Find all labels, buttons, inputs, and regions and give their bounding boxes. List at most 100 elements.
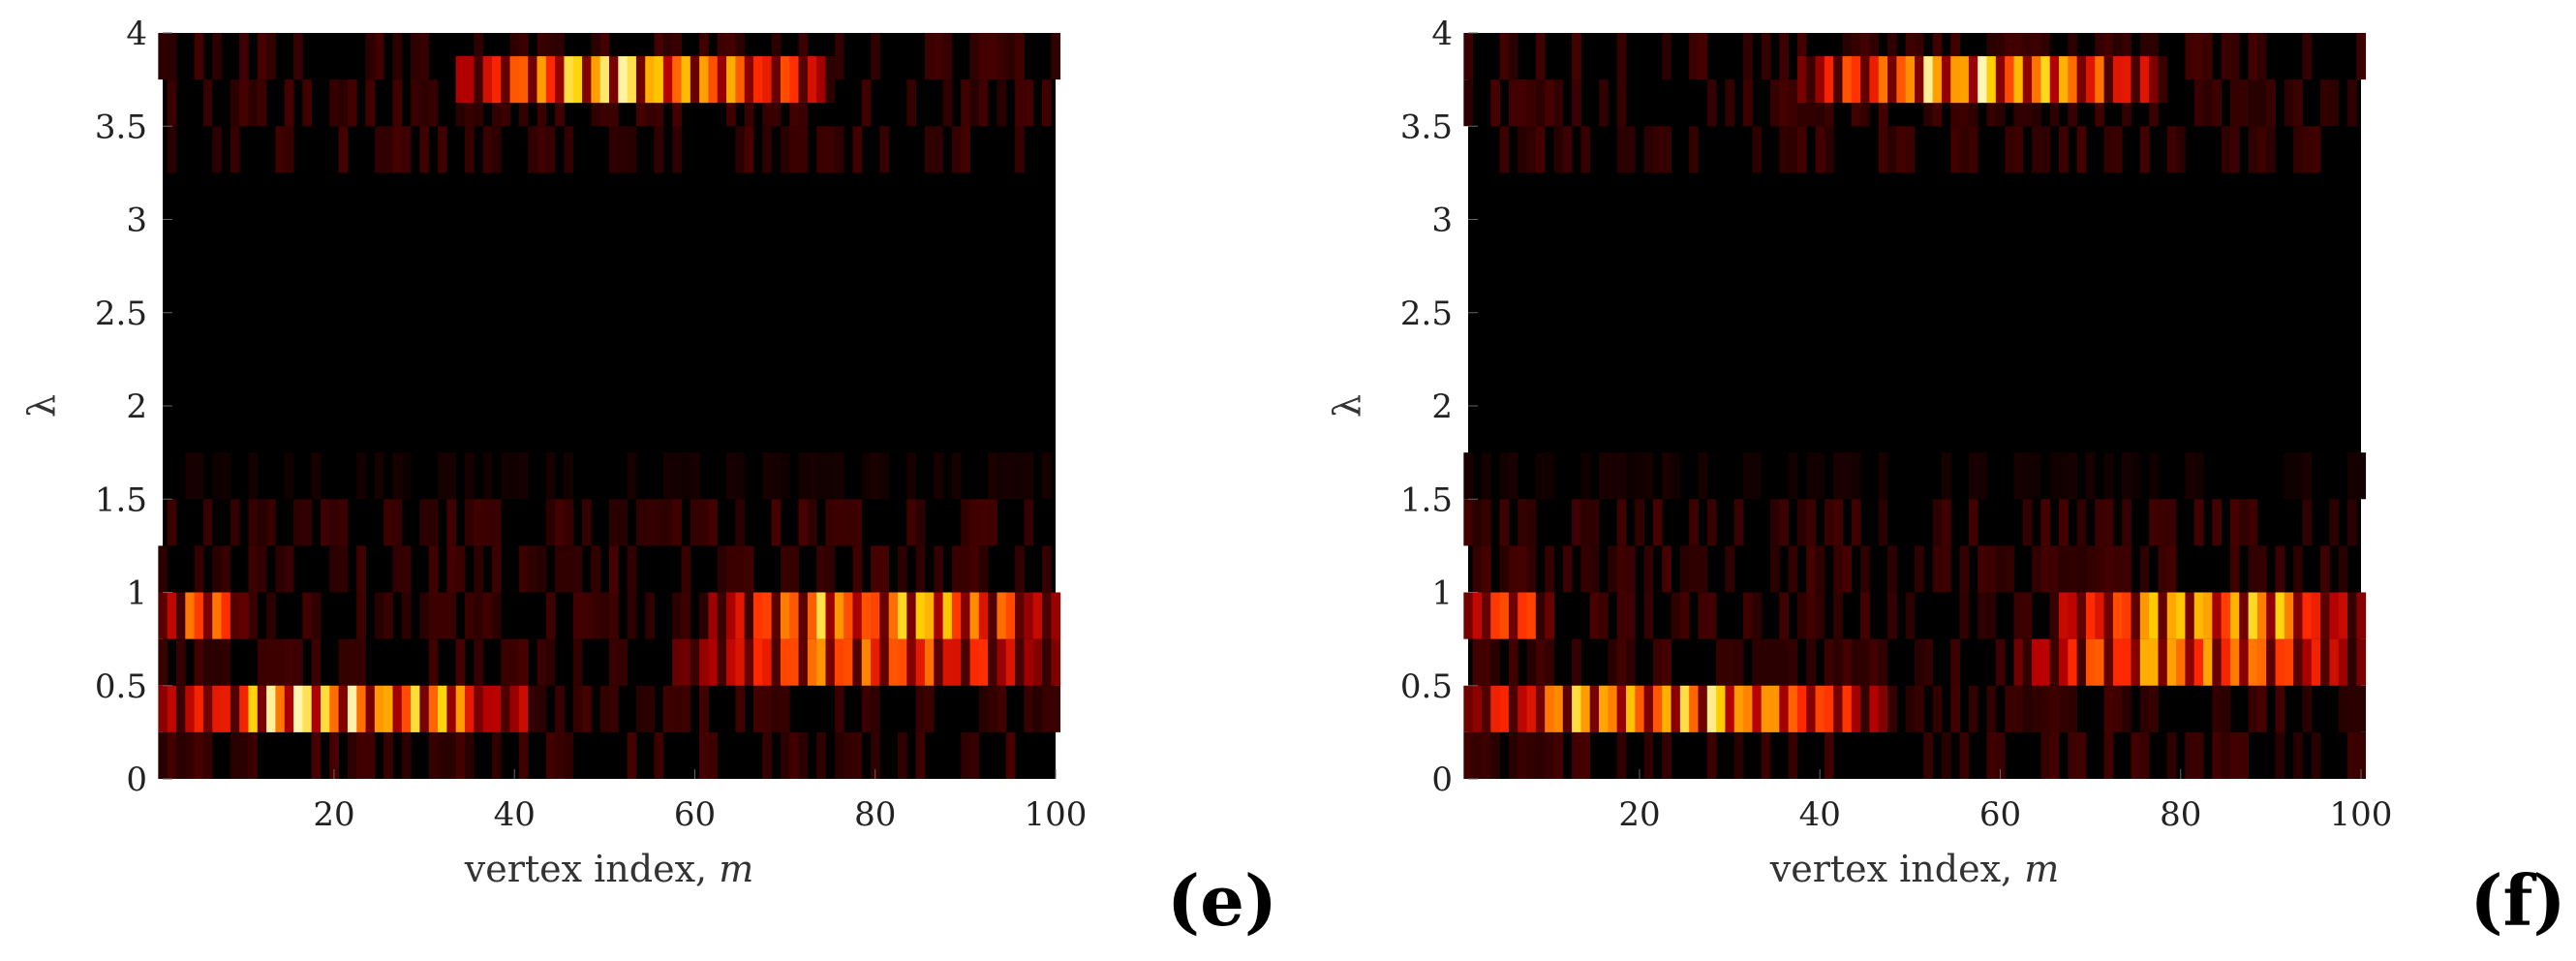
heatmap-cell [1878,452,1888,500]
heatmap-cell [1706,79,1717,127]
heatmap-cell [1518,126,1527,173]
heatmap-cell [1032,592,1043,639]
heatmap-cell [699,685,709,732]
heatmap-cell [1815,685,1825,732]
heatmap-cell [572,545,583,593]
heatmap-cell [438,452,447,500]
heatmap-cell [1005,452,1016,500]
heatmap-cell [1860,638,1870,686]
heatmap-cell [528,56,537,104]
heatmap-cell [1024,499,1034,546]
heatmap-cell [2166,499,2177,546]
heatmap-cell [1553,126,1564,173]
heatmap-cell [419,33,430,80]
heatmap-cell [1833,499,1843,546]
heatmap-cell [1599,685,1609,732]
heatmap-cell [2149,56,2159,104]
heatmap-cell [302,592,313,639]
heatmap-cell [411,685,420,732]
heatmap-cell [482,499,493,546]
heatmap-cell [509,685,520,732]
heatmap-cell [2040,731,2051,779]
heatmap-cell [681,56,691,104]
heatmap-cell [2338,685,2348,732]
heatmap-cell [627,56,637,104]
heatmap-cell [1824,499,1834,546]
heatmap-cell [951,126,962,173]
heatmap-cell [537,56,547,104]
heatmap-cell [1743,685,1753,732]
heatmap-cell [898,545,907,593]
heatmap-cell [2185,452,2195,500]
heatmap-cell [1535,685,1546,732]
heatmap-cell [1671,592,1681,639]
heatmap-cell [1545,638,1554,686]
heatmap-cell [717,545,727,593]
heatmap-cell [1015,638,1025,686]
heatmap-cell [753,685,763,732]
heatmap-cell [185,452,196,500]
heatmap-cell [879,452,890,500]
heatmap-cell [2059,56,2069,104]
heatmap-cell [2040,126,2051,173]
heatmap-cell [392,499,403,546]
heatmap-cell [2193,499,2204,546]
heatmap-cell [1905,685,1916,732]
heatmap-cell [978,545,989,593]
heatmap-cell [275,126,286,173]
heatmap-cell [230,126,240,173]
heatmap-cell [175,592,186,639]
heatmap-cell [988,499,997,546]
heatmap-cell [1499,592,1510,639]
heatmap-cell [1463,79,1474,127]
heatmap-cell [2229,79,2240,127]
heatmap-cell [871,33,880,80]
heatmap-cell [708,592,719,639]
heatmap-cell [1508,731,1518,779]
heatmap-cell [1481,685,1491,732]
heatmap-cell [1508,545,1518,593]
heatmap-cell [1779,499,1790,546]
heatmap-cell [1915,545,1924,593]
heatmap-cell [852,545,863,593]
heatmap-cell [2022,638,2033,686]
heatmap-cell [293,33,303,80]
heatmap-cell [969,731,980,779]
heatmap-cell [681,545,691,593]
heatmap-cell [2139,592,2150,639]
heatmap-cell [2049,638,2060,686]
heatmap-cell [572,638,583,686]
y-tick-label: 2.5 [1400,294,1453,333]
heatmap-cell [2221,638,2231,686]
heatmap-cell [1535,731,1546,779]
heatmap-cell [2284,592,2294,639]
heatmap-cell [780,731,790,779]
heatmap-cell [2275,592,2285,639]
heatmap-cell [545,638,556,686]
heatmap-cell [780,126,790,173]
heatmap-cell [347,79,357,127]
heatmap-cell [2085,56,2096,104]
heatmap-cell [1481,592,1491,639]
heatmap-cell [852,126,863,173]
heatmap-cell [239,33,249,80]
heatmap-cell [672,592,682,639]
heatmap-cell [662,499,673,546]
heatmap-cell [934,545,943,593]
heatmap-cell [1490,638,1501,686]
heatmap-cell [1616,79,1627,127]
heatmap-cell [2158,545,2168,593]
heatmap-cell [1499,33,1510,80]
heatmap-cell [609,592,619,639]
heatmap-cell [1769,545,1780,593]
heatmap-cell [2229,638,2240,686]
heatmap-cell [230,592,240,639]
heatmap-cell [879,592,890,639]
heatmap-cell [1950,126,1960,173]
heatmap-cell [861,452,872,500]
heatmap-cell [158,685,169,732]
heatmap-cell [2239,592,2249,639]
heatmap-cell [1959,545,1970,593]
heatmap-cell [762,731,773,779]
heatmap-cell [329,79,340,127]
